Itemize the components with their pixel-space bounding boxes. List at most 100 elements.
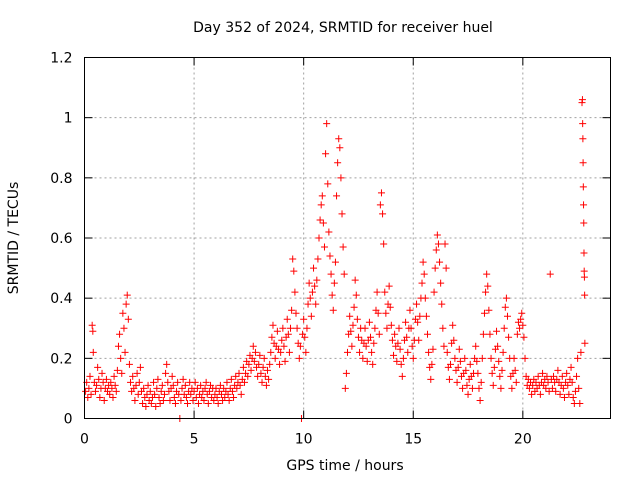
data-point (230, 393, 238, 401)
data-point (479, 330, 487, 338)
data-point (318, 192, 326, 200)
y-tick-label: 0.8 (50, 171, 72, 187)
data-point (95, 375, 103, 383)
x-tick-label: 0 (80, 432, 89, 448)
data-point (580, 201, 588, 209)
data-point (379, 210, 387, 218)
data-point (310, 264, 318, 272)
data-point (119, 309, 127, 317)
data-point (528, 390, 536, 398)
data-point (250, 357, 258, 365)
x-axis-label: GPS time / hours (286, 458, 403, 474)
data-point (483, 270, 491, 278)
data-point (489, 381, 497, 389)
data-point (244, 372, 252, 380)
data-point (407, 324, 415, 332)
data-point (153, 384, 161, 392)
data-point (543, 372, 551, 380)
data-point (376, 201, 384, 209)
data-point (214, 399, 222, 407)
data-point (110, 372, 118, 380)
data-point (84, 393, 92, 401)
data-point (579, 183, 587, 191)
data-point (142, 402, 150, 410)
data-point (454, 363, 462, 371)
data-point (518, 309, 526, 317)
data-point (459, 384, 467, 392)
data-point (139, 399, 147, 407)
data-point (451, 354, 459, 362)
data-point (107, 378, 115, 386)
data-point (100, 396, 108, 404)
data-point (420, 270, 428, 278)
data-point (571, 387, 579, 395)
data-point (438, 300, 446, 308)
x-tick-label: 15 (404, 432, 422, 448)
data-point (387, 321, 395, 329)
data-point (385, 282, 393, 290)
data-point (133, 369, 141, 377)
data-point (273, 327, 281, 335)
data-point (338, 210, 346, 218)
data-point (573, 372, 581, 380)
data-point (334, 159, 342, 167)
data-point (98, 369, 106, 377)
data-point (346, 312, 354, 320)
data-point (580, 219, 588, 227)
data-point (388, 336, 396, 344)
data-point (112, 387, 120, 395)
data-point (314, 255, 322, 263)
data-point (328, 291, 336, 299)
data-point (396, 345, 404, 353)
data-point (375, 330, 383, 338)
data-point (265, 375, 273, 383)
data-point (475, 384, 483, 392)
data-point (418, 279, 426, 287)
data-point (109, 393, 117, 401)
data-point (239, 363, 247, 371)
data-point (576, 399, 584, 407)
chart-title: Day 352 of 2024, SRMTID for receiver hue… (193, 20, 493, 36)
data-point (281, 357, 289, 365)
data-point (291, 288, 299, 296)
data-point (227, 375, 235, 383)
data-point (177, 396, 185, 404)
data-point (421, 294, 429, 302)
data-point (580, 273, 588, 281)
data-point (574, 354, 582, 362)
data-point (280, 342, 288, 350)
data-point (156, 399, 164, 407)
data-point (439, 324, 447, 332)
data-point (245, 360, 253, 368)
data-point (468, 384, 476, 392)
data-point (565, 390, 573, 398)
data-point (361, 324, 369, 332)
data-point (461, 354, 469, 362)
data-point (260, 354, 268, 362)
data-point (497, 384, 505, 392)
data-point (462, 366, 470, 374)
data-point (445, 375, 453, 383)
data-point (271, 354, 279, 362)
data-point (99, 378, 107, 386)
data-point (94, 363, 102, 371)
data-point (190, 387, 198, 395)
data-point (132, 381, 140, 389)
data-point (495, 357, 503, 365)
data-point (503, 312, 511, 320)
data-point (323, 120, 331, 128)
data-point (431, 264, 439, 272)
data-point (258, 378, 266, 386)
data-point (152, 402, 160, 410)
data-point (484, 282, 492, 290)
data-point (306, 294, 314, 302)
data-point (264, 366, 272, 374)
data-point (373, 288, 381, 296)
data-point (237, 390, 245, 398)
data-point (436, 258, 444, 266)
data-point (159, 396, 167, 404)
data-point (221, 393, 229, 401)
data-point (96, 393, 104, 401)
data-point (455, 345, 463, 353)
